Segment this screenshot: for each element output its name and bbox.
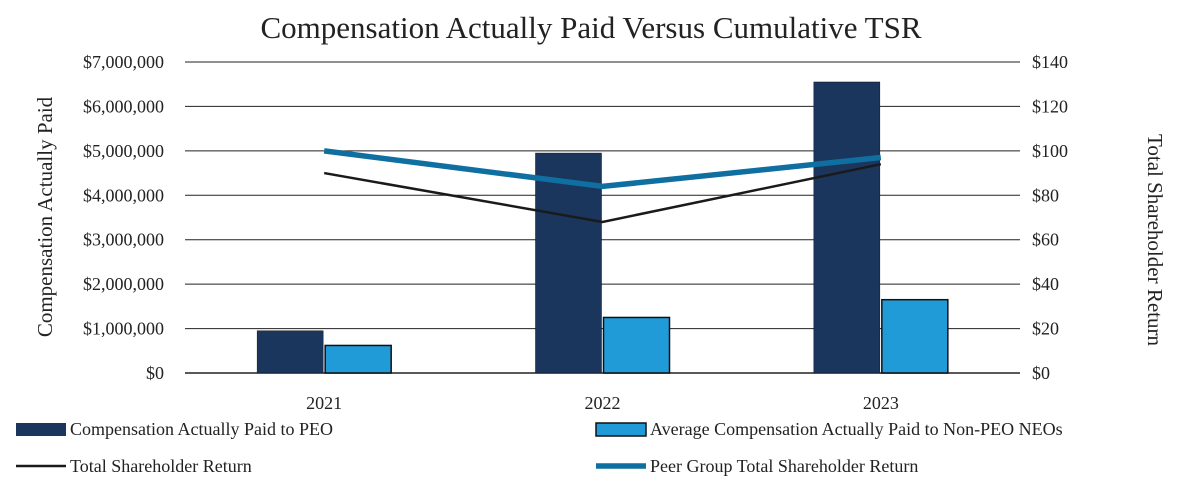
y2-tick-label: $140 bbox=[1032, 52, 1068, 72]
peo-bar bbox=[535, 152, 602, 374]
right-axis-ticks: $0 $20 $40 $60 $80 $100 $120 $140 bbox=[1032, 52, 1068, 383]
y-tick-label: $3,000,000 bbox=[83, 230, 164, 250]
y2-tick-label: $40 bbox=[1032, 274, 1059, 294]
non-peo-bar bbox=[602, 316, 671, 374]
y2-tick-label: $0 bbox=[1032, 363, 1050, 383]
y-axis-label: Compensation Actually Paid bbox=[33, 96, 57, 337]
legend-label-peer-tsr: Peer Group Total Shareholder Return bbox=[650, 456, 918, 476]
y2-tick-label: $80 bbox=[1032, 185, 1059, 205]
y-tick-label: $2,000,000 bbox=[83, 274, 164, 294]
chart-title: Compensation Actually Paid Versus Cumula… bbox=[260, 10, 921, 45]
y-tick-label: $5,000,000 bbox=[83, 141, 164, 161]
y2-tick-label: $120 bbox=[1032, 96, 1068, 116]
y2-axis-label: Total Shareholder Return bbox=[1143, 134, 1167, 346]
legend-swatch-non-peo bbox=[595, 422, 647, 437]
legend-swatch-peo bbox=[16, 423, 66, 436]
y-tick-label: $6,000,000 bbox=[83, 96, 164, 116]
y2-tick-label: $20 bbox=[1032, 319, 1059, 339]
legend-label-non-peo: Average Compensation Actually Paid to No… bbox=[650, 419, 1063, 439]
bar-marks bbox=[256, 81, 949, 374]
legend-label-peo: Compensation Actually Paid to PEO bbox=[70, 419, 333, 439]
non-peo-bar bbox=[881, 298, 949, 374]
peo-bar bbox=[813, 81, 881, 374]
y2-tick-label: $60 bbox=[1032, 230, 1059, 250]
x-tick-label: 2022 bbox=[585, 393, 621, 413]
y-tick-label: $0 bbox=[146, 363, 164, 383]
x-axis-ticks: 2021 2022 2023 bbox=[306, 393, 899, 413]
legend-label-tsr: Total Shareholder Return bbox=[70, 456, 252, 476]
x-tick-label: 2021 bbox=[306, 393, 342, 413]
line-marks bbox=[323, 148, 882, 224]
peer-tsr-line bbox=[323, 148, 882, 190]
y-tick-label: $7,000,000 bbox=[83, 52, 164, 72]
y2-tick-label: $100 bbox=[1032, 141, 1068, 161]
peo-bar bbox=[256, 330, 324, 374]
tsr-line bbox=[323, 162, 882, 224]
x-tick-label: 2023 bbox=[863, 393, 899, 413]
legend: Compensation Actually Paid to PEO Average… bbox=[16, 419, 1063, 476]
y-tick-label: $1,000,000 bbox=[83, 319, 164, 339]
non-peo-bar bbox=[324, 344, 392, 374]
left-axis-ticks: $0 $1,000,000 $2,000,000 $3,000,000 $4,000,0… bbox=[83, 52, 164, 383]
y-tick-label: $4,000,000 bbox=[83, 185, 164, 205]
